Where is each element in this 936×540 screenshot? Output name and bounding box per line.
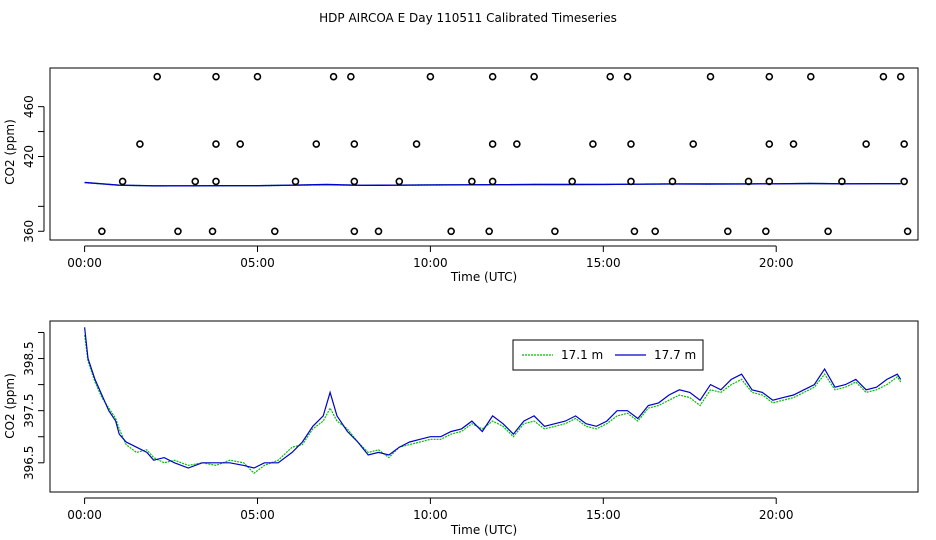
calibration-point <box>426 72 435 81</box>
top-panel-x-label: Time (UTC) <box>450 270 517 284</box>
calibration-point <box>350 177 359 186</box>
calibration-point <box>236 140 244 148</box>
calibration-point <box>623 72 632 81</box>
calibration-point <box>903 227 912 236</box>
calibration-point <box>374 227 383 236</box>
bottom-x-tick-label: 05:00 <box>240 508 275 522</box>
calibration-point <box>568 177 576 186</box>
calibration-point <box>350 140 359 148</box>
calibration-point <box>651 227 659 236</box>
calibration-point <box>488 72 497 81</box>
top-panel-x-axis: 00:00 05:00 10:00 15:00 20:00 <box>67 245 794 270</box>
top-panel-y-label: CO2 (ppm) <box>3 119 17 185</box>
bottom-y-tick-label: 397.5 <box>22 393 36 427</box>
bottom-series-line-17-1-m <box>84 335 902 474</box>
calibration-point <box>724 227 732 236</box>
top-x-tick-label: 05:00 <box>240 256 275 270</box>
top-panel-calibration: 00:00 05:00 10:00 15:00 20:00 360 420 460 Time… <box>3 67 919 284</box>
bottom-panel-y-label: CO2 (ppm) <box>3 373 17 439</box>
bottom-panel-x-label: Time (UTC) <box>450 523 517 537</box>
calibration-point <box>447 227 455 236</box>
top-y-tick-label: 420 <box>22 145 36 168</box>
calibration-point <box>312 140 321 148</box>
legend: 17.1 m 17.7 m <box>512 339 704 371</box>
calibration-point <box>765 72 774 81</box>
calibration-point <box>744 177 753 186</box>
calibration-point <box>765 140 774 148</box>
calibration-point <box>513 140 521 148</box>
bottom-y-tick-label: 398.5 <box>22 341 36 375</box>
bottom-panel-x-axis: 00:00 05:00 10:00 15:00 20:00 <box>67 497 794 522</box>
bottom-x-tick-label: 00:00 <box>67 508 102 522</box>
bottom-x-tick-label: 15:00 <box>586 508 621 522</box>
calibration-point <box>589 140 597 148</box>
calibration-point <box>212 72 220 81</box>
calibration-point <box>530 72 538 81</box>
calibration-point <box>806 72 815 81</box>
calibration-point <box>879 72 888 81</box>
calibration-point <box>118 177 127 186</box>
calibration-point <box>488 140 497 148</box>
calibration-point <box>98 227 106 236</box>
calibration-point <box>862 140 870 148</box>
top-y-tick-label: 360 <box>22 220 36 243</box>
calibration-point <box>468 177 476 186</box>
calibration-point <box>900 177 908 186</box>
top-x-tick-label: 20:00 <box>759 256 794 270</box>
calibration-point <box>153 72 162 81</box>
calibration-point <box>689 140 698 148</box>
bottom-x-tick-label: 20:00 <box>759 508 794 522</box>
calibration-point <box>668 177 677 186</box>
calibration-point <box>174 227 182 236</box>
calibration-point <box>212 177 220 186</box>
calibration-point <box>627 140 635 148</box>
calibration-point <box>395 177 404 186</box>
calibration-point <box>551 227 559 236</box>
legend-label-17-7m: 17.7 m <box>654 348 696 362</box>
bottom-panel-frame <box>49 320 919 493</box>
top-panel-calibration-points <box>98 72 912 236</box>
bottom-x-tick-label: 10:00 <box>413 508 448 522</box>
calibration-point <box>789 140 798 148</box>
calibration-point <box>488 177 497 186</box>
calibration-point <box>412 140 421 148</box>
calibration-point <box>838 177 846 186</box>
calibration-point <box>350 227 359 236</box>
calibration-point <box>291 177 300 186</box>
calibration-point <box>627 177 635 186</box>
top-x-tick-label: 00:00 <box>67 256 102 270</box>
top-y-tick-label: 460 <box>22 95 36 118</box>
figure-title: HDP AIRCOA E Day 110511 Calibrated Times… <box>319 11 617 25</box>
legend-label-17-1m: 17.1 m <box>561 348 603 362</box>
top-panel-y-axis: 360 420 460 <box>22 95 45 243</box>
top-x-tick-label: 15:00 <box>586 256 621 270</box>
calibration-point <box>485 227 493 236</box>
calibration-point <box>212 140 220 148</box>
bottom-panel-y-axis: 396.5 397.5 398.5 <box>22 331 45 480</box>
calibration-point <box>765 177 774 186</box>
calibration-point <box>900 140 908 148</box>
bottom-panel-timeseries: 00:00 05:00 10:00 15:00 20:00 396.5 397.5 398.… <box>3 320 919 537</box>
bottom-panel-series <box>84 327 902 474</box>
calibration-point <box>896 72 905 81</box>
calibration-point <box>630 227 639 236</box>
calibration-point <box>824 227 832 236</box>
calibration-point <box>208 227 217 236</box>
calibration-point <box>253 72 262 81</box>
calibration-point <box>762 227 770 236</box>
calibration-point <box>347 72 355 81</box>
calibration-point <box>706 72 715 81</box>
top-panel-frame <box>49 67 919 241</box>
bottom-series-line-17-7-m <box>84 327 902 469</box>
bottom-y-tick-label: 396.5 <box>22 446 36 480</box>
calibration-point <box>270 227 279 236</box>
calibration-point <box>191 177 200 186</box>
top-x-tick-label: 10:00 <box>413 256 448 270</box>
calibration-point <box>606 72 615 81</box>
calibration-point <box>329 72 338 81</box>
calibration-point <box>136 140 144 148</box>
